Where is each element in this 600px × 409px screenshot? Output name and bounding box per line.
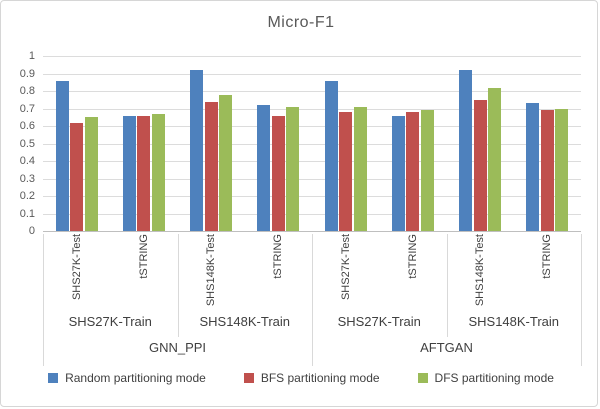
x-axis-line	[43, 231, 581, 232]
bar-dfs-6	[420, 110, 434, 231]
bar-random-2	[122, 115, 136, 231]
legend-label: DFS partitioning mode	[434, 371, 554, 385]
x-category-label: SHS27K-Test	[43, 234, 110, 310]
x-category-label: SHS148K-Test	[447, 234, 514, 310]
bar-bfs-4	[271, 115, 285, 231]
axis-separator-line	[178, 234, 179, 337]
bar-bfs-2	[137, 115, 151, 231]
bar-dfs-7	[488, 87, 502, 231]
legend-item-bfs: BFS partitioning mode	[243, 371, 380, 385]
bar-bfs-1	[70, 122, 84, 231]
y-tick-label: 0.3	[19, 172, 35, 185]
legend-label: BFS partitioning mode	[260, 371, 380, 385]
x-category-label: SHS148K-Test	[178, 234, 245, 310]
bar-bfs-8	[540, 110, 554, 231]
bar-dfs-4	[286, 106, 300, 231]
legend-item-random: Random partitioning mode	[48, 371, 206, 385]
x-train-group-label: SHS27K-Train	[337, 314, 421, 329]
gridline	[43, 91, 581, 92]
gridline	[43, 143, 581, 145]
x-category-label-text: tSTRING	[272, 234, 285, 279]
axis-separator-line	[312, 234, 313, 366]
bar-bfs-3	[204, 101, 218, 231]
bar-random-1	[55, 80, 69, 231]
x-category-label: tSTRING	[379, 234, 446, 310]
gridline	[43, 108, 581, 110]
y-tick-label: 0.9	[19, 67, 35, 80]
chart-title: Micro-F1	[267, 14, 335, 31]
bar-random-7	[459, 70, 473, 231]
x-train-group-label: SHS148K-Train	[199, 314, 291, 329]
x-category-label: tSTRING	[245, 234, 312, 310]
y-tick-label: 0.2	[19, 190, 35, 202]
bar-bfs-7	[473, 99, 487, 231]
bar-random-6	[391, 115, 405, 231]
gridline	[43, 56, 581, 57]
legend-label: Random partitioning mode	[65, 371, 206, 385]
gridline	[43, 161, 581, 162]
x-category-label: tSTRING	[110, 234, 177, 310]
y-tick-label: 0.6	[19, 120, 35, 132]
x-category-label-text: SHS27K-Test	[339, 234, 352, 301]
gridline	[43, 178, 581, 180]
y-tick-label: 0.4	[19, 155, 35, 167]
x-category-label-text: tSTRING	[541, 234, 554, 279]
bar-dfs-5	[353, 106, 367, 231]
bar-dfs-8	[555, 108, 569, 231]
x-category-label: SHS27K-Test	[312, 234, 379, 310]
y-tick-label: 0.7	[19, 102, 35, 115]
legend: Random partitioning mode BFS partitioning…	[1, 371, 597, 385]
x-model-group-label: AFTGAN	[420, 340, 473, 355]
bar-bfs-6	[406, 112, 420, 231]
legend-swatch-dfs	[417, 373, 428, 383]
x-train-group-label: SHS27K-Train	[68, 314, 152, 329]
axis-separator-line	[43, 234, 44, 366]
axis-separator-line	[447, 234, 448, 337]
gridline	[43, 126, 581, 127]
bar-bfs-5	[339, 112, 353, 231]
x-category-label: tSTRING	[514, 234, 581, 310]
x-category-label-text: tSTRING	[406, 234, 419, 279]
bar-dfs-2	[151, 113, 165, 231]
bar-random-3	[190, 70, 204, 231]
y-tick-label: 0.1	[19, 207, 35, 220]
x-category-label-text: SHS27K-Test	[70, 234, 83, 301]
x-model-group-label: GNN_PPI	[148, 340, 207, 355]
axis-separator-line	[581, 234, 582, 366]
x-category-label-text: SHS148K-Test	[205, 234, 218, 307]
y-tick-label: 0.8	[19, 85, 35, 97]
bar-random-4	[257, 105, 271, 231]
gridline	[43, 73, 581, 75]
bar-dfs-3	[219, 94, 233, 231]
x-category-label-text: SHS148K-Test	[474, 234, 487, 307]
bar-random-5	[324, 80, 338, 231]
legend-swatch-bfs	[243, 373, 254, 383]
bar-random-8	[526, 103, 540, 231]
legend-swatch-random	[48, 373, 59, 383]
y-tick-label: 0	[28, 225, 35, 237]
y-tick-label: 1	[28, 50, 35, 62]
bar-dfs-1	[84, 117, 98, 231]
y-tick-label: 0.5	[19, 137, 35, 150]
gridline	[43, 213, 581, 215]
x-category-label-text: tSTRING	[137, 234, 150, 279]
gridline	[43, 196, 581, 197]
legend-item-dfs: DFS partitioning mode	[417, 371, 554, 385]
x-train-group-label: SHS148K-Train	[468, 314, 560, 329]
